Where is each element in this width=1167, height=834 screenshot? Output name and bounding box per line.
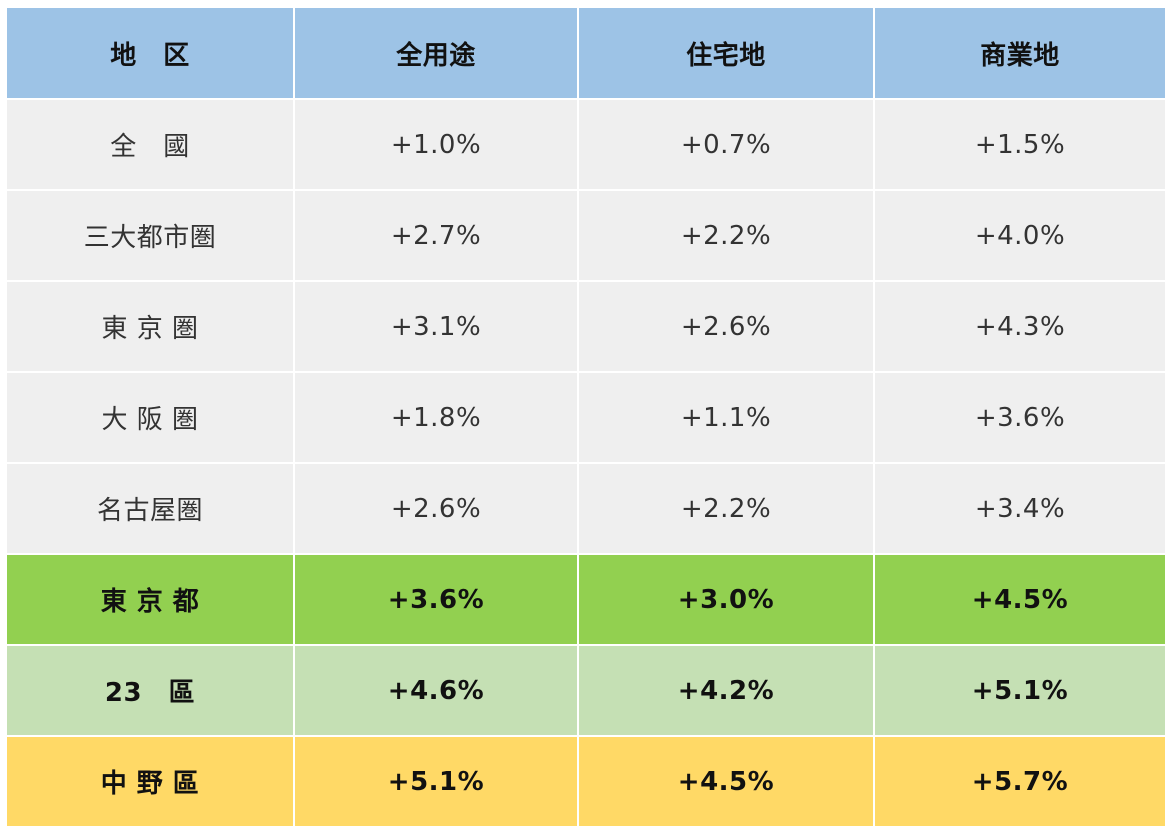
row-national-all: +1.0% — [295, 100, 577, 191]
row-three-metro-commercial: +4.0% — [875, 191, 1165, 282]
row-nagoya-area-commercial: +3.4% — [875, 464, 1165, 555]
land-price-table: 地 区 全用途 住宅地 商業地 全 國 +1.0% +0.7% +1.5% 三大… — [7, 8, 1165, 828]
row-nakano-ward-commercial: +5.7% — [875, 737, 1165, 828]
header-residential: 住宅地 — [579, 8, 873, 100]
row-nagoya-area-region: 名古屋圏 — [7, 464, 293, 555]
row-nakano-ward-all: +5.1% — [295, 737, 577, 828]
row-osaka-area-commercial: +3.6% — [875, 373, 1165, 464]
row-tokyo-area-residential: +2.6% — [579, 282, 873, 373]
row-tokyo-metro-all: +3.6% — [295, 555, 577, 646]
row-nagoya-area-residential: +2.2% — [579, 464, 873, 555]
row-national-residential: +0.7% — [579, 100, 873, 191]
row-23-wards-commercial: +5.1% — [875, 646, 1165, 737]
row-tokyo-area-all: +3.1% — [295, 282, 577, 373]
row-23-wards-all: +4.6% — [295, 646, 577, 737]
header-commercial: 商業地 — [875, 8, 1165, 100]
row-three-metro-residential: +2.2% — [579, 191, 873, 282]
header-all-use: 全用途 — [295, 8, 577, 100]
row-three-metro-region: 三大都市圏 — [7, 191, 293, 282]
row-three-metro-all: +2.7% — [295, 191, 577, 282]
row-osaka-area-residential: +1.1% — [579, 373, 873, 464]
row-national-region: 全 國 — [7, 100, 293, 191]
row-nakano-ward-region: 中 野 區 — [7, 737, 293, 828]
row-tokyo-metro-residential: +3.0% — [579, 555, 873, 646]
row-tokyo-metro-commercial: +4.5% — [875, 555, 1165, 646]
row-osaka-area-all: +1.8% — [295, 373, 577, 464]
row-osaka-area-region: 大 阪 圏 — [7, 373, 293, 464]
row-23-wards-residential: +4.2% — [579, 646, 873, 737]
header-region: 地 区 — [7, 8, 293, 100]
row-tokyo-metro-region: 東 京 都 — [7, 555, 293, 646]
row-nakano-ward-residential: +4.5% — [579, 737, 873, 828]
row-tokyo-area-region: 東 京 圏 — [7, 282, 293, 373]
row-national-commercial: +1.5% — [875, 100, 1165, 191]
row-nagoya-area-all: +2.6% — [295, 464, 577, 555]
row-tokyo-area-commercial: +4.3% — [875, 282, 1165, 373]
row-23-wards-region: 23 區 — [7, 646, 293, 737]
